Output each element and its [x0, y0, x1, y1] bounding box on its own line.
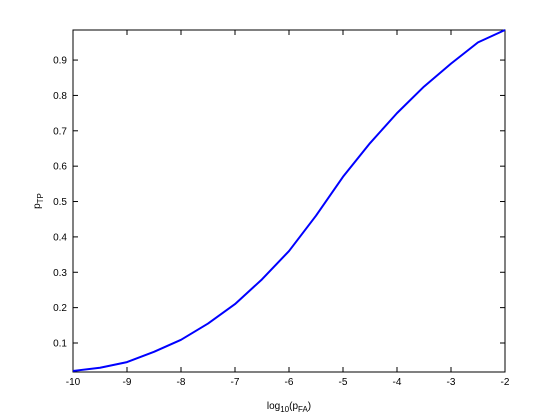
y-tick-label: 0.4 — [53, 232, 67, 243]
y-tick-label: 0.8 — [53, 91, 67, 102]
x-tick-label: -8 — [177, 377, 186, 388]
x-tick-label: -5 — [339, 377, 348, 388]
x-tick-label: -9 — [123, 377, 132, 388]
x-tick-label: -3 — [447, 377, 456, 388]
x-axis-label: log10(pFA) — [267, 401, 311, 414]
y-tick-label: 0.7 — [53, 126, 67, 137]
y-tick-label: 0.5 — [53, 197, 67, 208]
y-tick-label: 0.1 — [53, 338, 67, 349]
y-tick-label: 0.9 — [53, 56, 67, 67]
y-tick-label: 0.2 — [53, 303, 67, 314]
x-tick-label: -7 — [231, 377, 240, 388]
y-axis-label: pTP — [32, 193, 45, 209]
x-tick-label: -4 — [393, 377, 402, 388]
plot-area — [72, 29, 506, 373]
y-tick-label: 0.6 — [53, 162, 67, 173]
y-tick-label: 0.3 — [53, 268, 67, 279]
x-tick-label: -2 — [501, 377, 510, 388]
x-tick-label: -6 — [285, 377, 294, 388]
data-line — [72, 29, 506, 372]
x-tick-label: -10 — [66, 377, 81, 388]
